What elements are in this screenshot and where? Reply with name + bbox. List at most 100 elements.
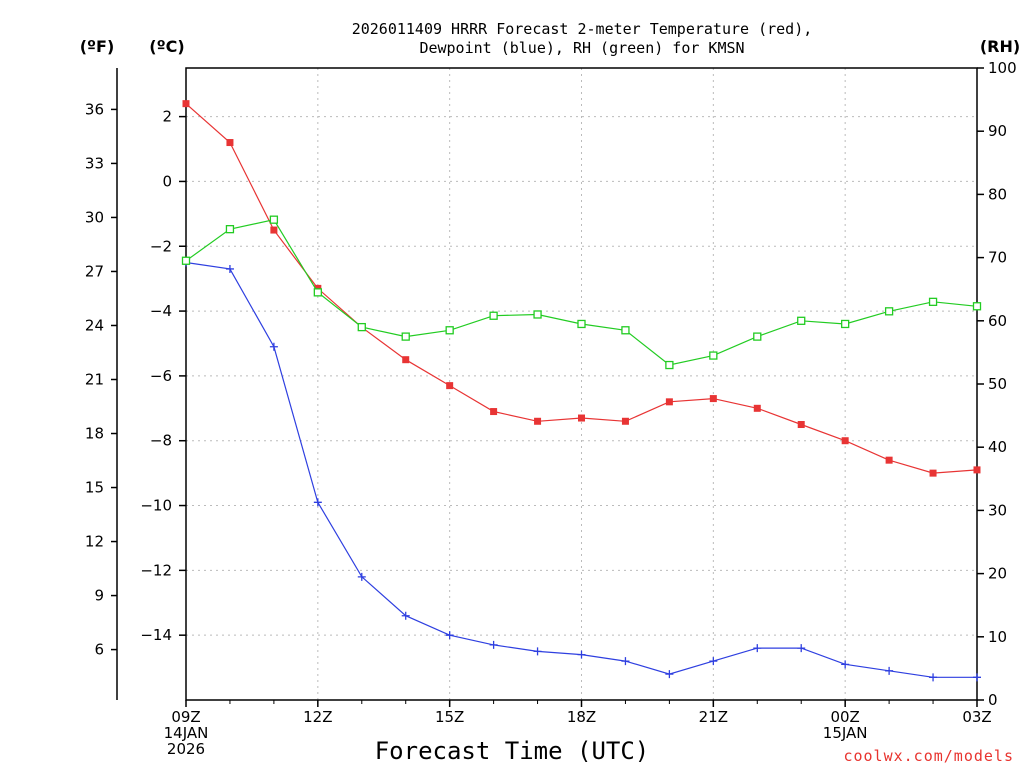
x-tick-label-1-0: 12Z — [303, 708, 332, 726]
dewpoint-point-7 — [489, 640, 498, 649]
temperature-point-16 — [885, 456, 893, 464]
rh-point-0 — [181, 256, 191, 265]
chart-title-line-1: 2026011409 HRRR Forecast 2-meter Tempera… — [352, 20, 813, 38]
c-tick-label-0: 2 — [162, 108, 172, 126]
x-tick-label-0-1: 14JAN — [164, 724, 209, 742]
dewpoint-point-15 — [841, 660, 850, 669]
f-tick-label-3: 27 — [85, 262, 104, 280]
c-tick-label-5: −8 — [150, 432, 172, 450]
x-tick-label-5-1: 15JAN — [823, 724, 868, 742]
rh-unit-label: (RH) — [980, 37, 1020, 56]
temperature-point-9 — [578, 414, 585, 422]
dewpoint-point-4 — [357, 572, 366, 581]
rh-tick-label-2: 80 — [988, 185, 1007, 203]
grid-lines — [186, 68, 977, 700]
dewpoint-point-18 — [973, 673, 981, 682]
f-tick-label-6: 18 — [85, 425, 104, 443]
temperature-point-2 — [270, 226, 278, 234]
x-tick-label-0-0: 09Z — [171, 708, 200, 726]
temperature-point-0 — [182, 100, 190, 108]
rh-point-3 — [313, 288, 322, 297]
f-tick-label-4: 24 — [85, 316, 104, 334]
f-tick-label-5: 21 — [85, 370, 104, 388]
c-tick-label-8: −14 — [140, 626, 172, 644]
c-tick-label-2: −2 — [150, 237, 172, 255]
rh-point-9 — [577, 319, 586, 329]
temperature-point-10 — [621, 417, 629, 425]
series-dewpoint — [182, 258, 981, 682]
f-tick-label-0: 36 — [85, 100, 104, 118]
rh-point-12 — [709, 351, 718, 360]
celsius-unit-label: (ºC) — [149, 37, 184, 56]
temperature-point-11 — [665, 398, 673, 406]
rh-tick-label-8: 20 — [988, 565, 1007, 583]
temperature-point-8 — [534, 417, 542, 425]
rh-point-2 — [269, 215, 279, 224]
temperature-point-12 — [709, 395, 717, 403]
x-tick-label-3-0: 18Z — [567, 708, 596, 726]
c-tick-label-7: −12 — [140, 561, 172, 579]
rh-point-4 — [357, 322, 366, 332]
rh-tick-label-5: 50 — [988, 375, 1007, 393]
dewpoint-point-2 — [269, 342, 278, 351]
rh-point-16 — [884, 307, 894, 316]
series-rh — [181, 215, 982, 370]
c-tick-label-6: −10 — [140, 497, 172, 515]
series-layer — [181, 100, 982, 682]
f-tick-label-10: 6 — [94, 641, 104, 659]
x-axis-label: Forecast Time (UTC) — [375, 737, 650, 765]
x-tick-label-6-0: 03Z — [962, 708, 991, 726]
c-tick-label-4: −6 — [150, 367, 172, 385]
temperature-point-17 — [929, 469, 937, 477]
rh-point-10 — [621, 326, 630, 335]
credit-text: coolwx.com/models — [843, 747, 1014, 765]
f-tick-label-1: 33 — [85, 154, 104, 172]
dewpoint-point-14 — [797, 644, 806, 653]
x-tick-label-2-0: 15Z — [435, 708, 464, 726]
temperature-point-7 — [490, 408, 498, 416]
temperature-point-5 — [402, 356, 410, 364]
rh-tick-label-4: 60 — [988, 312, 1007, 330]
dewpoint-point-6 — [445, 631, 454, 640]
f-tick-label-7: 15 — [85, 479, 104, 497]
dewpoint-point-1 — [225, 264, 234, 273]
c-tick-label-1: 0 — [162, 172, 172, 190]
rh-point-15 — [841, 319, 850, 329]
rh-point-1 — [225, 225, 235, 234]
dewpoint-point-5 — [401, 611, 410, 620]
dewpoint-point-3 — [313, 498, 322, 507]
rh-point-13 — [753, 332, 762, 341]
dewpoint-point-16 — [885, 666, 894, 675]
rh-tick-label-6: 40 — [988, 438, 1007, 456]
f-tick-label-2: 30 — [85, 208, 104, 226]
x-tick-label-4-0: 21Z — [699, 708, 728, 726]
temperature-point-18 — [973, 466, 981, 474]
rh-point-8 — [533, 310, 542, 319]
rh-tick-label-1: 90 — [988, 122, 1007, 140]
rh-line — [185, 219, 978, 366]
dewpoint-point-13 — [753, 644, 762, 653]
rh-point-18 — [972, 302, 982, 311]
temperature-point-13 — [753, 404, 761, 412]
rh-point-6 — [445, 326, 454, 335]
rh-point-14 — [797, 316, 806, 325]
f-tick-label-9: 9 — [94, 587, 104, 605]
rh-tick-label-9: 10 — [988, 628, 1007, 646]
series-temperature — [182, 100, 981, 477]
dewpoint-point-9 — [577, 650, 586, 659]
c-tick-label-3: −4 — [150, 302, 172, 320]
rh-tick-label-3: 70 — [988, 249, 1007, 267]
rh-tick-label-7: 30 — [988, 501, 1007, 519]
rh-point-17 — [928, 297, 938, 306]
x-tick-label-0-2: 2026 — [167, 740, 205, 758]
rh-point-7 — [489, 311, 498, 320]
chart-title-line-2: Dewpoint (blue), RH (green) for KMSN — [419, 39, 744, 57]
rh-point-11 — [665, 360, 674, 370]
dewpoint-point-11 — [665, 670, 674, 679]
dewpoint-point-17 — [929, 673, 938, 682]
plot-frame — [185, 67, 978, 701]
dewpoint-point-10 — [621, 657, 630, 666]
rh-tick-label-0: 100 — [988, 59, 1017, 77]
